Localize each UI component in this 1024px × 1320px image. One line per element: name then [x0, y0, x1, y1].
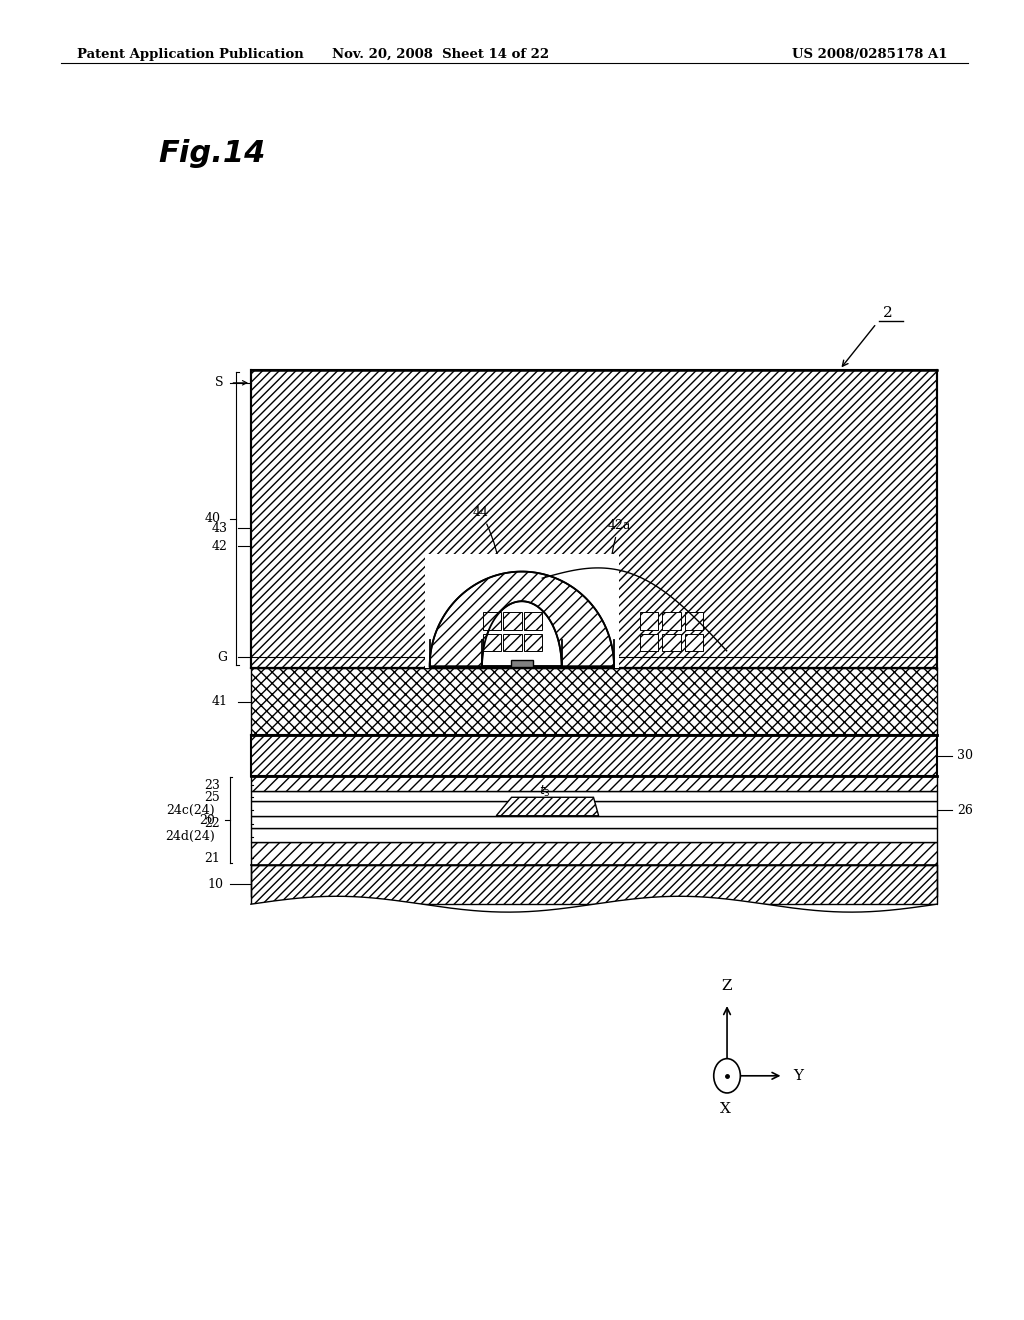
Text: 30: 30 — [957, 750, 974, 762]
Bar — [511, 660, 534, 667]
Bar — [685, 634, 703, 651]
Text: 44: 44 — [473, 506, 503, 574]
Bar — [524, 634, 543, 651]
Text: 23: 23 — [204, 779, 220, 792]
Text: 24d(24): 24d(24) — [165, 830, 215, 843]
Text: 26: 26 — [957, 804, 974, 817]
Bar — [483, 612, 502, 630]
Bar — [504, 634, 522, 651]
Bar — [251, 776, 937, 791]
Bar — [251, 791, 937, 801]
Text: 22: 22 — [205, 817, 220, 830]
Text: 21: 21 — [204, 851, 220, 865]
Text: Nov. 20, 2008  Sheet 14 of 22: Nov. 20, 2008 Sheet 14 of 22 — [332, 48, 549, 61]
Bar — [251, 816, 937, 828]
Polygon shape — [430, 572, 614, 667]
Bar — [663, 612, 681, 630]
Text: US 2008/0285178 A1: US 2008/0285178 A1 — [792, 48, 947, 61]
Bar — [251, 668, 937, 735]
Text: 24c(24): 24c(24) — [167, 804, 215, 817]
Bar — [251, 735, 937, 776]
Text: 43: 43 — [211, 521, 227, 535]
Text: 20: 20 — [199, 814, 215, 826]
Text: G: G — [217, 651, 227, 664]
Circle shape — [714, 1059, 740, 1093]
Bar — [685, 612, 703, 630]
Bar — [251, 801, 937, 816]
Text: Fig.14: Fig.14 — [159, 139, 266, 168]
Text: Z: Z — [722, 978, 732, 993]
Bar — [251, 842, 937, 865]
Bar — [251, 828, 937, 842]
Text: 41: 41 — [211, 696, 227, 708]
Polygon shape — [251, 896, 937, 917]
Bar — [504, 612, 522, 630]
Text: X: X — [720, 1102, 730, 1117]
Text: Y: Y — [794, 1069, 804, 1082]
Bar — [251, 370, 937, 668]
Bar — [425, 554, 620, 668]
Text: 42: 42 — [211, 540, 227, 553]
Text: 40: 40 — [204, 512, 220, 525]
Bar — [524, 612, 543, 630]
Text: S: S — [215, 376, 223, 389]
Bar — [640, 612, 658, 630]
Text: 42a: 42a — [605, 519, 631, 612]
Text: Patent Application Publication: Patent Application Publication — [77, 48, 303, 61]
Bar — [640, 634, 658, 651]
Text: 25: 25 — [205, 791, 220, 804]
Polygon shape — [497, 797, 599, 816]
Bar — [663, 634, 681, 651]
Bar — [483, 634, 502, 651]
Text: $t_3$: $t_3$ — [539, 784, 551, 799]
Text: 10: 10 — [207, 878, 223, 891]
Polygon shape — [251, 896, 937, 912]
Bar — [251, 865, 937, 904]
Text: 2: 2 — [883, 306, 893, 319]
